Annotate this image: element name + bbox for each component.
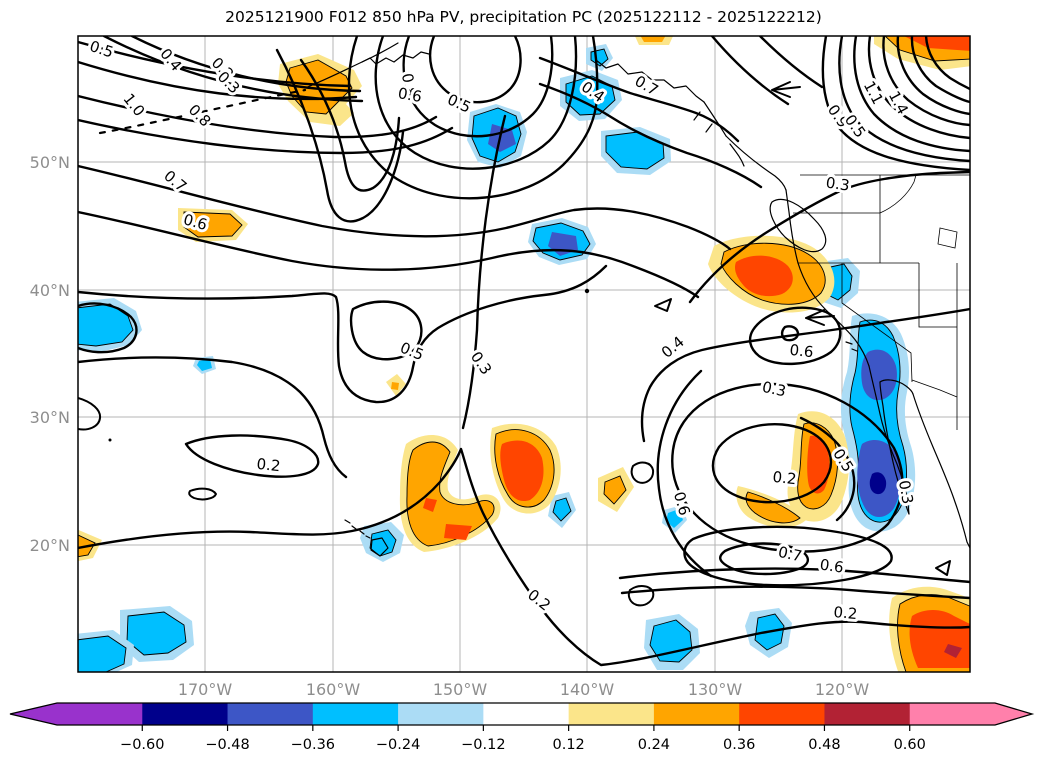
- colorbar-tick-label: 0.24: [638, 737, 670, 753]
- colorbar-segment: [483, 703, 570, 725]
- colorbar-segment: [909, 703, 996, 725]
- colorbar-segment: [568, 703, 655, 725]
- lon-tick-label: 170°W: [178, 680, 233, 699]
- colorbar: −0.60 −0.48 −0.36 −0.24 −0.12 0.12 0.24 0.36 0.4…: [9, 702, 1035, 753]
- contour-label: 1.0: [120, 90, 149, 120]
- colorbar-segment: [739, 703, 825, 725]
- lat-tick-label: 50°N: [30, 153, 70, 172]
- colorbar-tick-label: −0.60: [120, 737, 164, 753]
- contour-label: 0.2: [256, 455, 282, 475]
- lat-tick-label: 30°N: [30, 408, 70, 427]
- contour-label: 1.1: [860, 78, 887, 108]
- contour-label: 0.6: [819, 555, 845, 576]
- colorbar-right-arrow: [995, 703, 1032, 725]
- lon-tick-label: 120°W: [815, 680, 870, 699]
- contour-label: 0.3: [825, 173, 851, 194]
- colorbar-segment: [227, 703, 314, 725]
- contour-label: 0.2: [833, 603, 858, 623]
- contour-label: 0.6: [789, 341, 815, 361]
- map-frame: [77, 35, 971, 673]
- chart-title: 2025121900 F012 850 hPa PV, precipitatio…: [225, 8, 822, 26]
- contour-label: 0.3: [467, 348, 495, 378]
- colorbar-segment: [312, 703, 399, 725]
- colorbar-tick-label: 0.12: [552, 737, 584, 753]
- colorbar-tick-label: 0.36: [723, 737, 755, 753]
- contour-label: 0.6: [397, 84, 424, 106]
- contour-label: 0.7: [776, 543, 803, 566]
- axis-tick-labels: 170°W 160°W 150°W 140°W 130°W 120°W 50°N 40°N 30…: [30, 153, 870, 699]
- contour-label: 0.3: [760, 378, 787, 401]
- colorbar-tick-label: −0.12: [461, 737, 505, 753]
- pv-contour-lines: [78, 36, 970, 667]
- coastlines: [98, 42, 970, 557]
- contour-label: 1.4: [885, 88, 912, 118]
- contour-label: 0.8: [185, 101, 215, 131]
- colorbar-left-arrow: [10, 703, 57, 725]
- contour-label: 0.2: [772, 468, 798, 488]
- colorbar-tick-label: −0.36: [291, 737, 335, 753]
- colorbar-segment: [57, 703, 143, 725]
- lon-tick-label: 140°W: [560, 680, 615, 699]
- colorbar-tick-label: 0.60: [894, 737, 926, 753]
- lon-tick-label: 160°W: [306, 680, 361, 699]
- colorbar-outline: [9, 702, 1035, 726]
- lon-tick-label: 130°W: [688, 680, 743, 699]
- contour-label: 0.7: [160, 167, 190, 196]
- lon-tick-label: 150°W: [433, 680, 488, 699]
- colorbar-segment: [653, 703, 740, 725]
- lat-tick-label: 20°N: [30, 536, 70, 555]
- lat-tick-label: 40°N: [30, 281, 70, 300]
- colorbar-tick-label: 0.48: [808, 737, 840, 753]
- colorbar-segment: [398, 703, 484, 725]
- colorbar-tick-label: −0.48: [205, 737, 249, 753]
- colorbar-segment: [142, 703, 229, 725]
- lat-lon-gridlines: [78, 36, 970, 672]
- state-country-borders: [793, 174, 970, 430]
- colorbar-tick-label: −0.24: [376, 737, 420, 753]
- colorbar-segment: [824, 703, 911, 725]
